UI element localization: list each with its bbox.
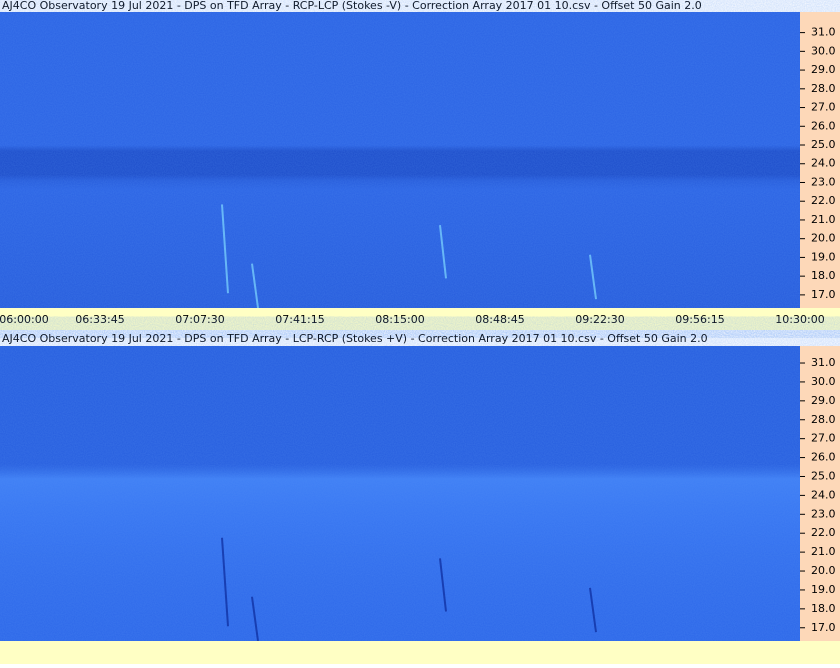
x-axis-strip: [0, 641, 840, 664]
y-tick-label: 26.0: [811, 119, 836, 132]
burst-streak: [439, 558, 447, 612]
y-tick-label: 19.0: [811, 583, 836, 596]
y-tick-label: 25.0: [811, 138, 836, 151]
burst-streak: [439, 225, 447, 279]
y-tick-label: 22.0: [811, 526, 836, 539]
y-tick-label: 21.0: [811, 213, 836, 226]
burst-streak: [251, 596, 259, 642]
y-tick-label: 19.0: [811, 250, 836, 263]
x-tick-label: 06:00:00: [0, 313, 49, 326]
burst-streak: [589, 587, 597, 633]
panel-title: AJ4CO Observatory 19 Jul 2021 - DPS on T…: [2, 0, 702, 12]
y-tick-label: 18.0: [811, 269, 836, 282]
y-tick-label: 27.0: [811, 101, 836, 114]
y-tick-label: 17.0: [811, 288, 836, 301]
y-tick-label: 29.0: [811, 63, 836, 76]
y-tick-label: 31.0: [811, 356, 836, 369]
y-tick-label: 26.0: [811, 451, 836, 464]
y-tick-label: 22.0: [811, 194, 836, 207]
y-tick-label: 29.0: [811, 394, 836, 407]
panel-title: AJ4CO Observatory 19 Jul 2021 - DPS on T…: [2, 332, 708, 345]
y-tick-label: 30.0: [811, 375, 836, 388]
x-tick-label: 09:56:15: [675, 313, 724, 326]
spectrogram-noise: [0, 12, 800, 308]
x-tick-label: 06:33:45: [75, 313, 124, 326]
y-tick-label: 30.0: [811, 44, 836, 57]
y-tick-label: 23.0: [811, 175, 836, 188]
x-tick-label: 10:30:00: [775, 313, 824, 326]
y-tick-label: 18.0: [811, 602, 836, 615]
y-tick-label: 20.0: [811, 564, 836, 577]
burst-streak: [589, 254, 597, 300]
y-tick-label: 28.0: [811, 82, 836, 95]
x-tick-label: 08:48:45: [475, 313, 524, 326]
x-tick-label: 07:41:15: [275, 313, 324, 326]
y-tick-label: 25.0: [811, 469, 836, 482]
x-tick-label: 09:22:30: [575, 313, 624, 326]
x-tick-label: 07:07:30: [175, 313, 224, 326]
spectrogram-noise: [0, 346, 800, 641]
y-tick-label: 24.0: [811, 157, 836, 170]
burst-streak: [251, 263, 259, 309]
burst-streak: [221, 537, 229, 627]
y-tick-label: 27.0: [811, 432, 836, 445]
y-axis-panel: [800, 346, 840, 641]
y-tick-label: 31.0: [811, 26, 836, 39]
burst-streak: [221, 204, 229, 294]
x-axis-strip: [0, 308, 840, 330]
x-tick-label: 08:15:00: [375, 313, 424, 326]
y-axis-panel: [800, 12, 840, 308]
y-tick-label: 24.0: [811, 488, 836, 501]
y-tick-label: 28.0: [811, 413, 836, 426]
y-tick-label: 20.0: [811, 232, 836, 245]
y-tick-label: 23.0: [811, 507, 836, 520]
y-tick-label: 21.0: [811, 545, 836, 558]
y-tick-label: 17.0: [811, 621, 836, 634]
